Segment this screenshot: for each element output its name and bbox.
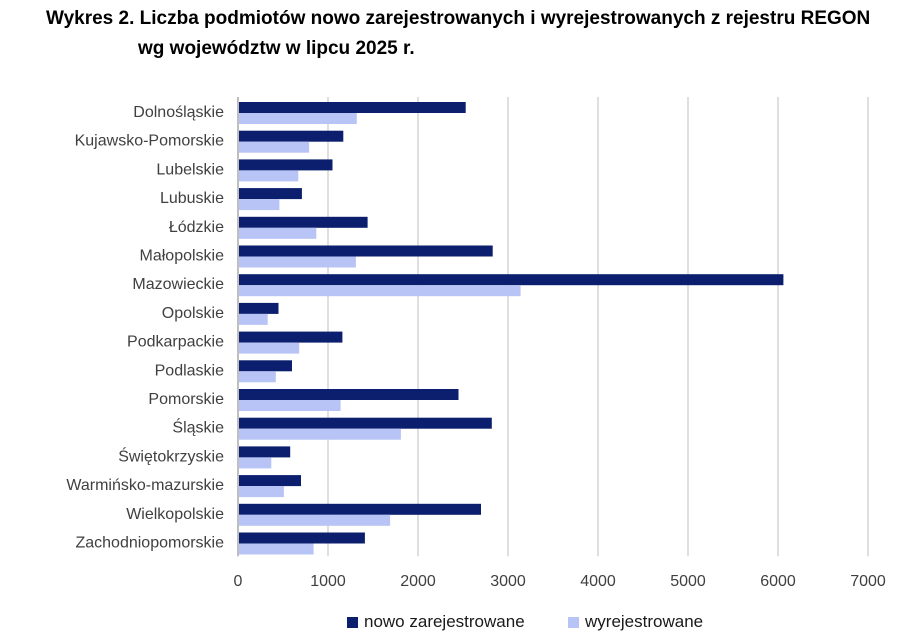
y-category-label-1: Kujawsko-Pomorskie xyxy=(75,133,224,150)
y-category-label-4: Łódzkie xyxy=(169,219,224,236)
bar-series-1-1 xyxy=(239,130,344,142)
y-category-label-0: Dolnośląskie xyxy=(133,104,224,121)
bar-series-1-10 xyxy=(239,389,459,400)
bar-series-2-5 xyxy=(239,256,356,268)
bar-series-1-6 xyxy=(239,274,784,286)
x-tick-label-1: 1000 xyxy=(310,573,346,590)
legend-swatch-series-2 xyxy=(568,616,579,628)
x-tick-label-2: 2000 xyxy=(400,573,436,590)
y-category-label-12: Świętokrzyskie xyxy=(118,446,224,465)
x-tick-label-0: 0 xyxy=(234,573,243,590)
legend-swatch-series-1 xyxy=(347,616,358,628)
bar-series-1-11 xyxy=(239,417,492,429)
bar-series-1-4 xyxy=(239,216,368,228)
bar-series-2-11 xyxy=(239,428,401,440)
y-category-label-6: Mazowieckie xyxy=(132,276,224,293)
legend-item-series-2: wyrejestrowane xyxy=(568,612,703,632)
legend-label-series-1: nowo zarejestrowane xyxy=(364,612,525,631)
y-category-label-13: Warmińsko-mazurskie xyxy=(66,477,224,494)
bar-series-1-0 xyxy=(239,102,466,113)
y-category-label-15: Zachodniopomorskie xyxy=(75,535,224,552)
bar-series-2-7 xyxy=(239,313,268,325)
bar-series-2-12 xyxy=(239,457,272,469)
bar-series-2-8 xyxy=(239,342,300,354)
bar-series-1-3 xyxy=(239,188,302,200)
bar-series-1-9 xyxy=(239,360,292,372)
y-category-label-14: Wielkopolskie xyxy=(126,506,224,523)
y-category-label-7: Opolskie xyxy=(162,305,224,322)
bar-series-1-13 xyxy=(239,475,301,487)
bar-series-2-10 xyxy=(239,400,341,411)
bar-chart: 0 1000 2000 3000 4000 5000 6000 7000 Dolnośląski… xyxy=(66,97,886,590)
bar-series-2-6 xyxy=(239,285,521,297)
bar-series-1-8 xyxy=(239,331,343,343)
bar-series-2-0 xyxy=(239,113,357,124)
bar-series-1-7 xyxy=(239,302,279,314)
x-tick-label-6: 6000 xyxy=(760,573,796,590)
bar-series-1-12 xyxy=(239,446,291,458)
bar-series-2-15 xyxy=(239,543,314,555)
chart-title-line-1: Wykres 2. Liczba podmiotów nowo zarejest… xyxy=(46,8,871,29)
bar-series-2-13 xyxy=(239,486,284,498)
y-category-label-9: Podlaskie xyxy=(155,362,224,379)
bar-series-1-15 xyxy=(239,532,365,544)
y-category-label-5: Małopolskie xyxy=(140,248,225,265)
bar-series-1-5 xyxy=(239,245,493,257)
legend-label-series-2: wyrejestrowane xyxy=(585,612,704,631)
bar-series-1-2 xyxy=(239,159,333,171)
y-category-label-3: Lubuskie xyxy=(160,190,224,207)
y-category-label-2: Lubelskie xyxy=(156,161,224,178)
bar-series-2-3 xyxy=(239,199,280,211)
x-tick-label-4: 4000 xyxy=(580,573,616,590)
bar-series-2-2 xyxy=(239,170,299,182)
x-tick-label-3: 3000 xyxy=(490,573,526,590)
bar-series-2-9 xyxy=(239,371,276,383)
y-category-label-8: Podkarpackie xyxy=(127,334,224,351)
bar-series-1-14 xyxy=(239,503,481,515)
x-tick-label-5: 5000 xyxy=(670,573,706,590)
legend-item-series-1: nowo zarejestrowane xyxy=(347,612,525,632)
bar-series-2-4 xyxy=(239,227,317,239)
y-category-label-11: Śląskie xyxy=(172,418,224,437)
bar-series-2-1 xyxy=(239,141,310,153)
y-category-label-10: Pomorskie xyxy=(148,391,224,408)
chart-title-line-2: wg województw w lipcu 2025 r. xyxy=(138,38,415,59)
bar-series-2-14 xyxy=(239,514,391,526)
x-tick-label-7: 7000 xyxy=(850,573,886,590)
